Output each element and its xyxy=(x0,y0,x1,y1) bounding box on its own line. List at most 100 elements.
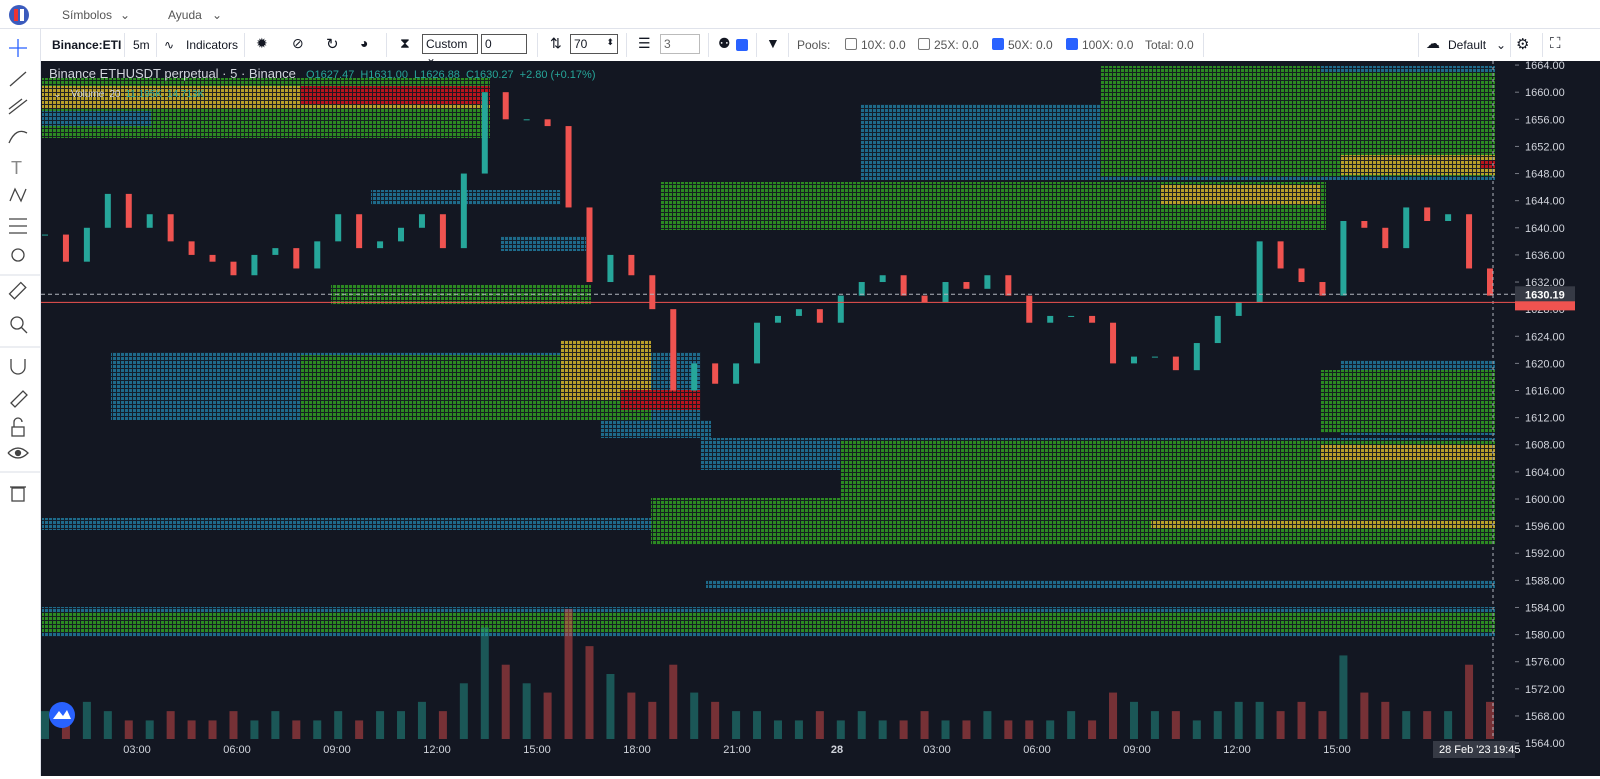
tool-pattern[interactable] xyxy=(9,187,27,203)
candle xyxy=(481,92,488,174)
ohlc-value: L1626.88 xyxy=(414,69,460,81)
tool-text[interactable]: T xyxy=(11,158,22,178)
volume-bar xyxy=(271,711,280,739)
tool-fib[interactable] xyxy=(8,98,28,115)
volume-bar xyxy=(857,711,866,739)
y-tick-label: 1604.00 xyxy=(1525,467,1565,479)
volume-bar xyxy=(648,701,657,739)
pool-option[interactable]: 25X: 0.0 xyxy=(918,38,979,52)
candle xyxy=(125,193,132,228)
last-price-label: 1630.19 xyxy=(1525,289,1565,301)
cursor-time: 19:45 xyxy=(1493,744,1521,756)
indicators[interactable]: Indicators xyxy=(186,38,239,52)
volume-bar xyxy=(417,701,426,739)
layout[interactable]: Default xyxy=(1448,38,1487,52)
volume-bar xyxy=(543,692,552,739)
candle xyxy=(1361,221,1368,228)
y-tick-label: 1608.00 xyxy=(1525,440,1565,452)
y-tick-label: 1592.00 xyxy=(1525,548,1565,560)
icon-reload[interactable]: ↻ xyxy=(326,36,339,53)
x-tick-label: 21:00 xyxy=(723,744,751,756)
input[interactable]: 70 ⬍ xyxy=(570,34,618,54)
y-tick-label: 1624.00 xyxy=(1525,331,1565,343)
volume-legend-item: 20 xyxy=(109,89,121,100)
layout-caret: ⌄ xyxy=(1496,38,1507,52)
input[interactable]: 0 xyxy=(481,34,527,54)
pool-checkbox[interactable] xyxy=(992,38,1004,50)
pool-checkbox[interactable] xyxy=(918,38,930,50)
heatmap-band xyxy=(706,580,1495,588)
tool-zoom[interactable] xyxy=(10,316,28,334)
status-bar xyxy=(41,759,1600,776)
y-tick-label: 1644.00 xyxy=(1525,196,1565,208)
separator xyxy=(708,33,709,57)
tool-target[interactable] xyxy=(11,248,25,262)
icon-palette[interactable]: ◕ xyxy=(360,35,369,51)
symbol[interactable]: Binance:ETI xyxy=(52,38,122,52)
volume-bar xyxy=(1088,720,1097,739)
x-tick-label: 15:00 xyxy=(1323,744,1351,756)
volume-legend-item: 11.195K xyxy=(125,89,162,100)
volume-bar xyxy=(878,720,887,739)
y-tick-label: 1572.00 xyxy=(1525,684,1565,696)
volume-bar xyxy=(292,720,301,739)
candle xyxy=(1382,227,1389,249)
tool-eye[interactable] xyxy=(7,447,29,459)
interval[interactable]: 5m xyxy=(133,38,150,52)
pool-option[interactable]: 100X: 0.0 xyxy=(1066,38,1133,52)
candle xyxy=(1445,214,1452,222)
volume-bar xyxy=(1067,711,1076,739)
icon-settings[interactable]: ✹ xyxy=(256,35,268,51)
mode-select[interactable]: Custom ⌄ xyxy=(422,34,478,65)
y-tick-label: 1660.00 xyxy=(1525,87,1565,99)
icon-filter[interactable]: ▼ xyxy=(766,35,780,51)
pool-checkbox[interactable] xyxy=(1066,38,1078,50)
tool-measure[interactable] xyxy=(9,218,27,234)
heatmap-band xyxy=(501,236,586,251)
tool-lock[interactable] xyxy=(11,417,25,437)
icon-fullscreen[interactable]: ⛶ xyxy=(1550,35,1561,52)
candle xyxy=(1089,315,1096,323)
y-tick-label: 1612.00 xyxy=(1525,413,1565,425)
time-axis xyxy=(41,739,1515,759)
candle xyxy=(1340,221,1347,296)
candle xyxy=(942,282,949,303)
tool-ruler[interactable] xyxy=(8,281,27,300)
separator xyxy=(756,33,757,57)
volume-bar xyxy=(145,720,154,739)
tool-lock-draw[interactable] xyxy=(10,390,28,408)
heatmap-band xyxy=(1321,370,1495,433)
heatmap-band xyxy=(42,111,151,126)
pool-option[interactable]: 10X: 0.0 xyxy=(845,38,906,52)
volume-bar xyxy=(355,720,364,739)
pool-checkbox[interactable] xyxy=(845,38,857,50)
menu-item[interactable]: Ayuda xyxy=(168,8,202,22)
candle xyxy=(293,248,300,269)
volume-pane xyxy=(41,609,1494,739)
volume-bar xyxy=(459,683,468,739)
candle xyxy=(816,309,823,323)
tool-trash[interactable] xyxy=(10,486,26,502)
volume-legend-item: 14.713K xyxy=(167,89,205,100)
candle xyxy=(1172,356,1179,371)
y-tick-label: 1600.00 xyxy=(1525,494,1565,506)
tool-brush[interactable] xyxy=(8,130,28,144)
pool-option[interactable]: 50X: 0.0 xyxy=(992,38,1053,52)
separator xyxy=(124,33,125,57)
input[interactable]: 3 xyxy=(660,34,700,54)
icon-hide[interactable]: ⊘ xyxy=(292,35,304,51)
candle xyxy=(1466,214,1473,269)
volume-bar xyxy=(1276,711,1285,739)
menu-item[interactable]: Símbolos xyxy=(62,8,113,22)
tool-cross[interactable] xyxy=(9,39,27,57)
mode: Custom xyxy=(426,37,468,51)
pool-label: 10X: 0.0 xyxy=(861,38,906,52)
tool-line[interactable] xyxy=(9,71,27,87)
checkbox[interactable] xyxy=(736,39,752,53)
tool-magnet[interactable] xyxy=(10,359,26,375)
icon-bot: ⚉ xyxy=(718,35,731,51)
cursor-date: 28 Feb '23 xyxy=(1439,744,1491,756)
y-tick-label: 1616.00 xyxy=(1525,386,1565,398)
candle xyxy=(1026,295,1033,323)
icon-gear[interactable]: ⚙ xyxy=(1516,36,1530,53)
